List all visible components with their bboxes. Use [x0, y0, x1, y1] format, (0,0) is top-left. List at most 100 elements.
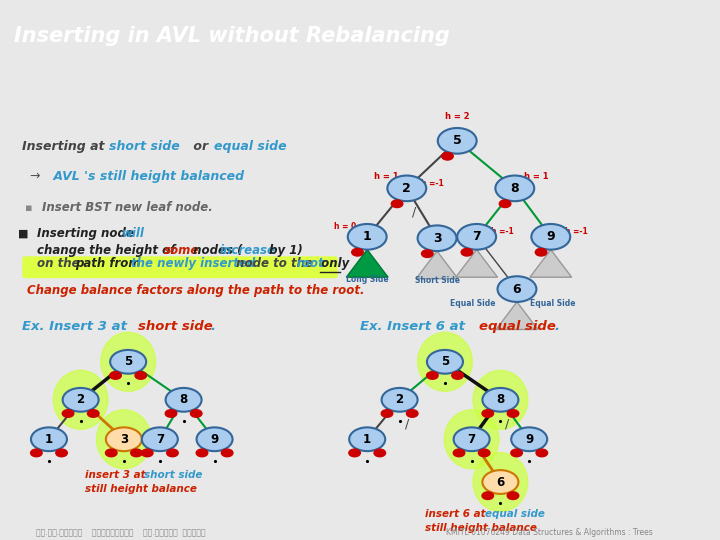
Text: h = 1: h = 1	[374, 172, 399, 181]
Text: Long Side: Long Side	[346, 275, 389, 284]
Text: equal side: equal side	[479, 320, 556, 333]
Text: Insert BST new leaf node.: Insert BST new leaf node.	[42, 201, 212, 214]
Circle shape	[348, 224, 387, 249]
Circle shape	[421, 250, 433, 258]
Text: 2: 2	[395, 393, 404, 406]
Text: short side: short side	[144, 470, 202, 480]
Circle shape	[418, 225, 456, 251]
Circle shape	[406, 410, 418, 417]
Circle shape	[454, 427, 490, 451]
Text: short side: short side	[138, 320, 213, 333]
Circle shape	[531, 224, 570, 249]
Text: 7: 7	[156, 433, 164, 446]
Text: h = 0: h = 0	[335, 222, 356, 231]
Text: will: will	[122, 227, 145, 240]
Text: .: .	[210, 320, 215, 333]
Text: 8: 8	[510, 182, 519, 195]
Circle shape	[349, 427, 385, 451]
Circle shape	[222, 449, 233, 457]
Circle shape	[438, 128, 477, 154]
Text: 2: 2	[76, 393, 85, 406]
Text: insert 6 at: insert 6 at	[425, 509, 489, 519]
Text: h =-1: h =-1	[421, 179, 444, 187]
Ellipse shape	[473, 370, 528, 429]
Text: 3: 3	[120, 433, 128, 446]
Text: ■: ■	[18, 229, 29, 239]
Circle shape	[197, 427, 233, 451]
Text: nodes (: nodes (	[189, 244, 242, 257]
Text: still height balance: still height balance	[425, 523, 536, 534]
Text: →: →	[29, 170, 40, 183]
Circle shape	[349, 449, 361, 457]
Text: 6: 6	[513, 282, 521, 295]
Circle shape	[167, 449, 179, 457]
Text: Inserting node: Inserting node	[37, 227, 138, 240]
Circle shape	[536, 248, 547, 256]
Text: by 1): by 1)	[265, 244, 302, 257]
FancyBboxPatch shape	[22, 256, 338, 278]
Polygon shape	[456, 249, 498, 277]
Text: AVL 's still height balanced: AVL 's still height balanced	[49, 170, 244, 183]
Circle shape	[196, 449, 207, 457]
Ellipse shape	[418, 332, 472, 392]
Circle shape	[426, 372, 438, 379]
Text: Equal Side: Equal Side	[450, 299, 496, 308]
Circle shape	[478, 449, 490, 457]
Text: Ex. Insert 6 at: Ex. Insert 6 at	[360, 320, 469, 333]
Text: KMITL 01076249 Data Structures & Algorithms : Trees: KMITL 01076249 Data Structures & Algorit…	[446, 528, 653, 537]
Ellipse shape	[473, 453, 528, 511]
Text: Equal Side: Equal Side	[530, 299, 576, 308]
Text: on the: on the	[37, 257, 84, 270]
Ellipse shape	[444, 410, 499, 469]
Text: 7: 7	[472, 231, 481, 244]
Text: Ex. Insert 3 at: Ex. Insert 3 at	[22, 320, 131, 333]
Text: 5: 5	[441, 355, 449, 368]
Text: 8: 8	[496, 393, 505, 406]
Circle shape	[352, 248, 364, 256]
Circle shape	[462, 248, 473, 256]
Text: h =-1: h =-1	[491, 227, 514, 236]
Polygon shape	[530, 249, 572, 277]
Text: equal side: equal side	[485, 509, 544, 519]
Text: 5: 5	[124, 355, 132, 368]
Text: 1: 1	[363, 231, 372, 244]
Text: ▪: ▪	[25, 203, 32, 213]
Text: equal side: equal side	[214, 140, 287, 153]
Circle shape	[495, 176, 534, 201]
Text: /: /	[405, 417, 409, 430]
Circle shape	[507, 410, 518, 417]
Text: 8: 8	[179, 393, 188, 406]
Polygon shape	[346, 249, 388, 277]
Text: รศ.ดร.บุญธร    เครือตราช    รศ.กฤตวน  ดรบรณ: รศ.ดร.บุญธร เครือตราช รศ.กฤตวน ดรบรณ	[36, 528, 206, 537]
Circle shape	[392, 200, 403, 207]
Text: 6: 6	[496, 476, 505, 489]
Circle shape	[105, 449, 117, 457]
Circle shape	[498, 276, 536, 302]
Circle shape	[536, 449, 547, 457]
Circle shape	[62, 410, 74, 417]
Text: .: .	[554, 320, 559, 333]
Circle shape	[454, 449, 465, 457]
Text: root: root	[297, 257, 324, 270]
Text: Short Side: Short Side	[415, 276, 459, 286]
Circle shape	[110, 350, 146, 374]
Text: 9: 9	[210, 433, 219, 446]
Text: some: some	[164, 244, 199, 257]
Circle shape	[166, 388, 202, 411]
Text: node to the: node to the	[232, 257, 317, 270]
Text: only: only	[317, 257, 349, 270]
Text: h = 2: h = 2	[445, 112, 469, 121]
Circle shape	[63, 388, 99, 411]
Text: Inserting in AVL without Rebalancing: Inserting in AVL without Rebalancing	[14, 25, 450, 46]
Circle shape	[482, 388, 518, 411]
Text: Change balance factors along the path to the root.: Change balance factors along the path to…	[27, 284, 365, 297]
Circle shape	[142, 427, 178, 451]
Circle shape	[511, 449, 523, 457]
Circle shape	[30, 449, 42, 457]
Text: 9: 9	[546, 231, 555, 244]
Circle shape	[109, 372, 121, 379]
Circle shape	[511, 427, 547, 451]
Circle shape	[106, 427, 142, 451]
Text: 1: 1	[45, 433, 53, 446]
Ellipse shape	[96, 410, 151, 469]
